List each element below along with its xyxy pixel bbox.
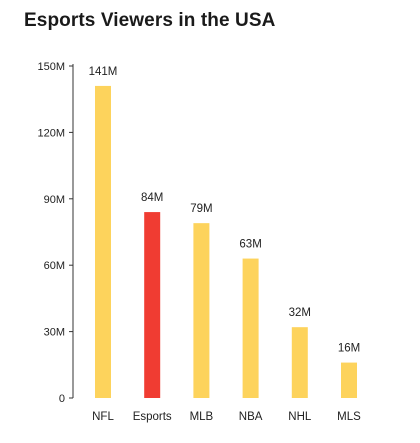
bar-esports [144,212,161,398]
category-label-mlb: MLB [190,411,214,423]
y-tick-label: 0 [59,393,65,405]
category-label-mls: MLS [337,411,361,423]
category-label-nfl: NFL [92,411,114,423]
y-tick-label: 150M [37,61,65,73]
category-labels: NFL Esports MLB NBA NHL MLS [92,411,361,423]
data-label-nba: 63M [239,239,261,251]
bar-nhl [291,327,308,398]
bar-mls [341,362,357,398]
data-label-nhl: 32M [289,307,311,319]
data-label-mlb: 79M [190,203,212,215]
y-tick-label: 60M [44,260,65,272]
bar-nba [242,258,259,398]
category-label-nba: NBA [239,411,263,423]
data-label-nfl: 141M [89,66,118,78]
data-label-esports: 84M [141,192,163,204]
chart-title: Esports Viewers in the USA [24,10,276,31]
bars [95,85,357,399]
data-labels: 141M 84M 79M 63M 32M 16M [89,66,361,355]
bar-nfl [95,85,111,399]
y-tick-label: 90M [44,194,65,206]
y-tick-label: 120M [37,127,65,139]
data-label-mls: 16M [338,343,360,355]
y-tick-label: 30M [44,327,65,339]
y-axis-ticks: 0 30M 60M 90M 120M 150M [37,61,73,405]
category-label-nhl: NHL [288,411,312,423]
category-label-esports: Esports [133,411,172,423]
bar-mlb [193,223,210,398]
